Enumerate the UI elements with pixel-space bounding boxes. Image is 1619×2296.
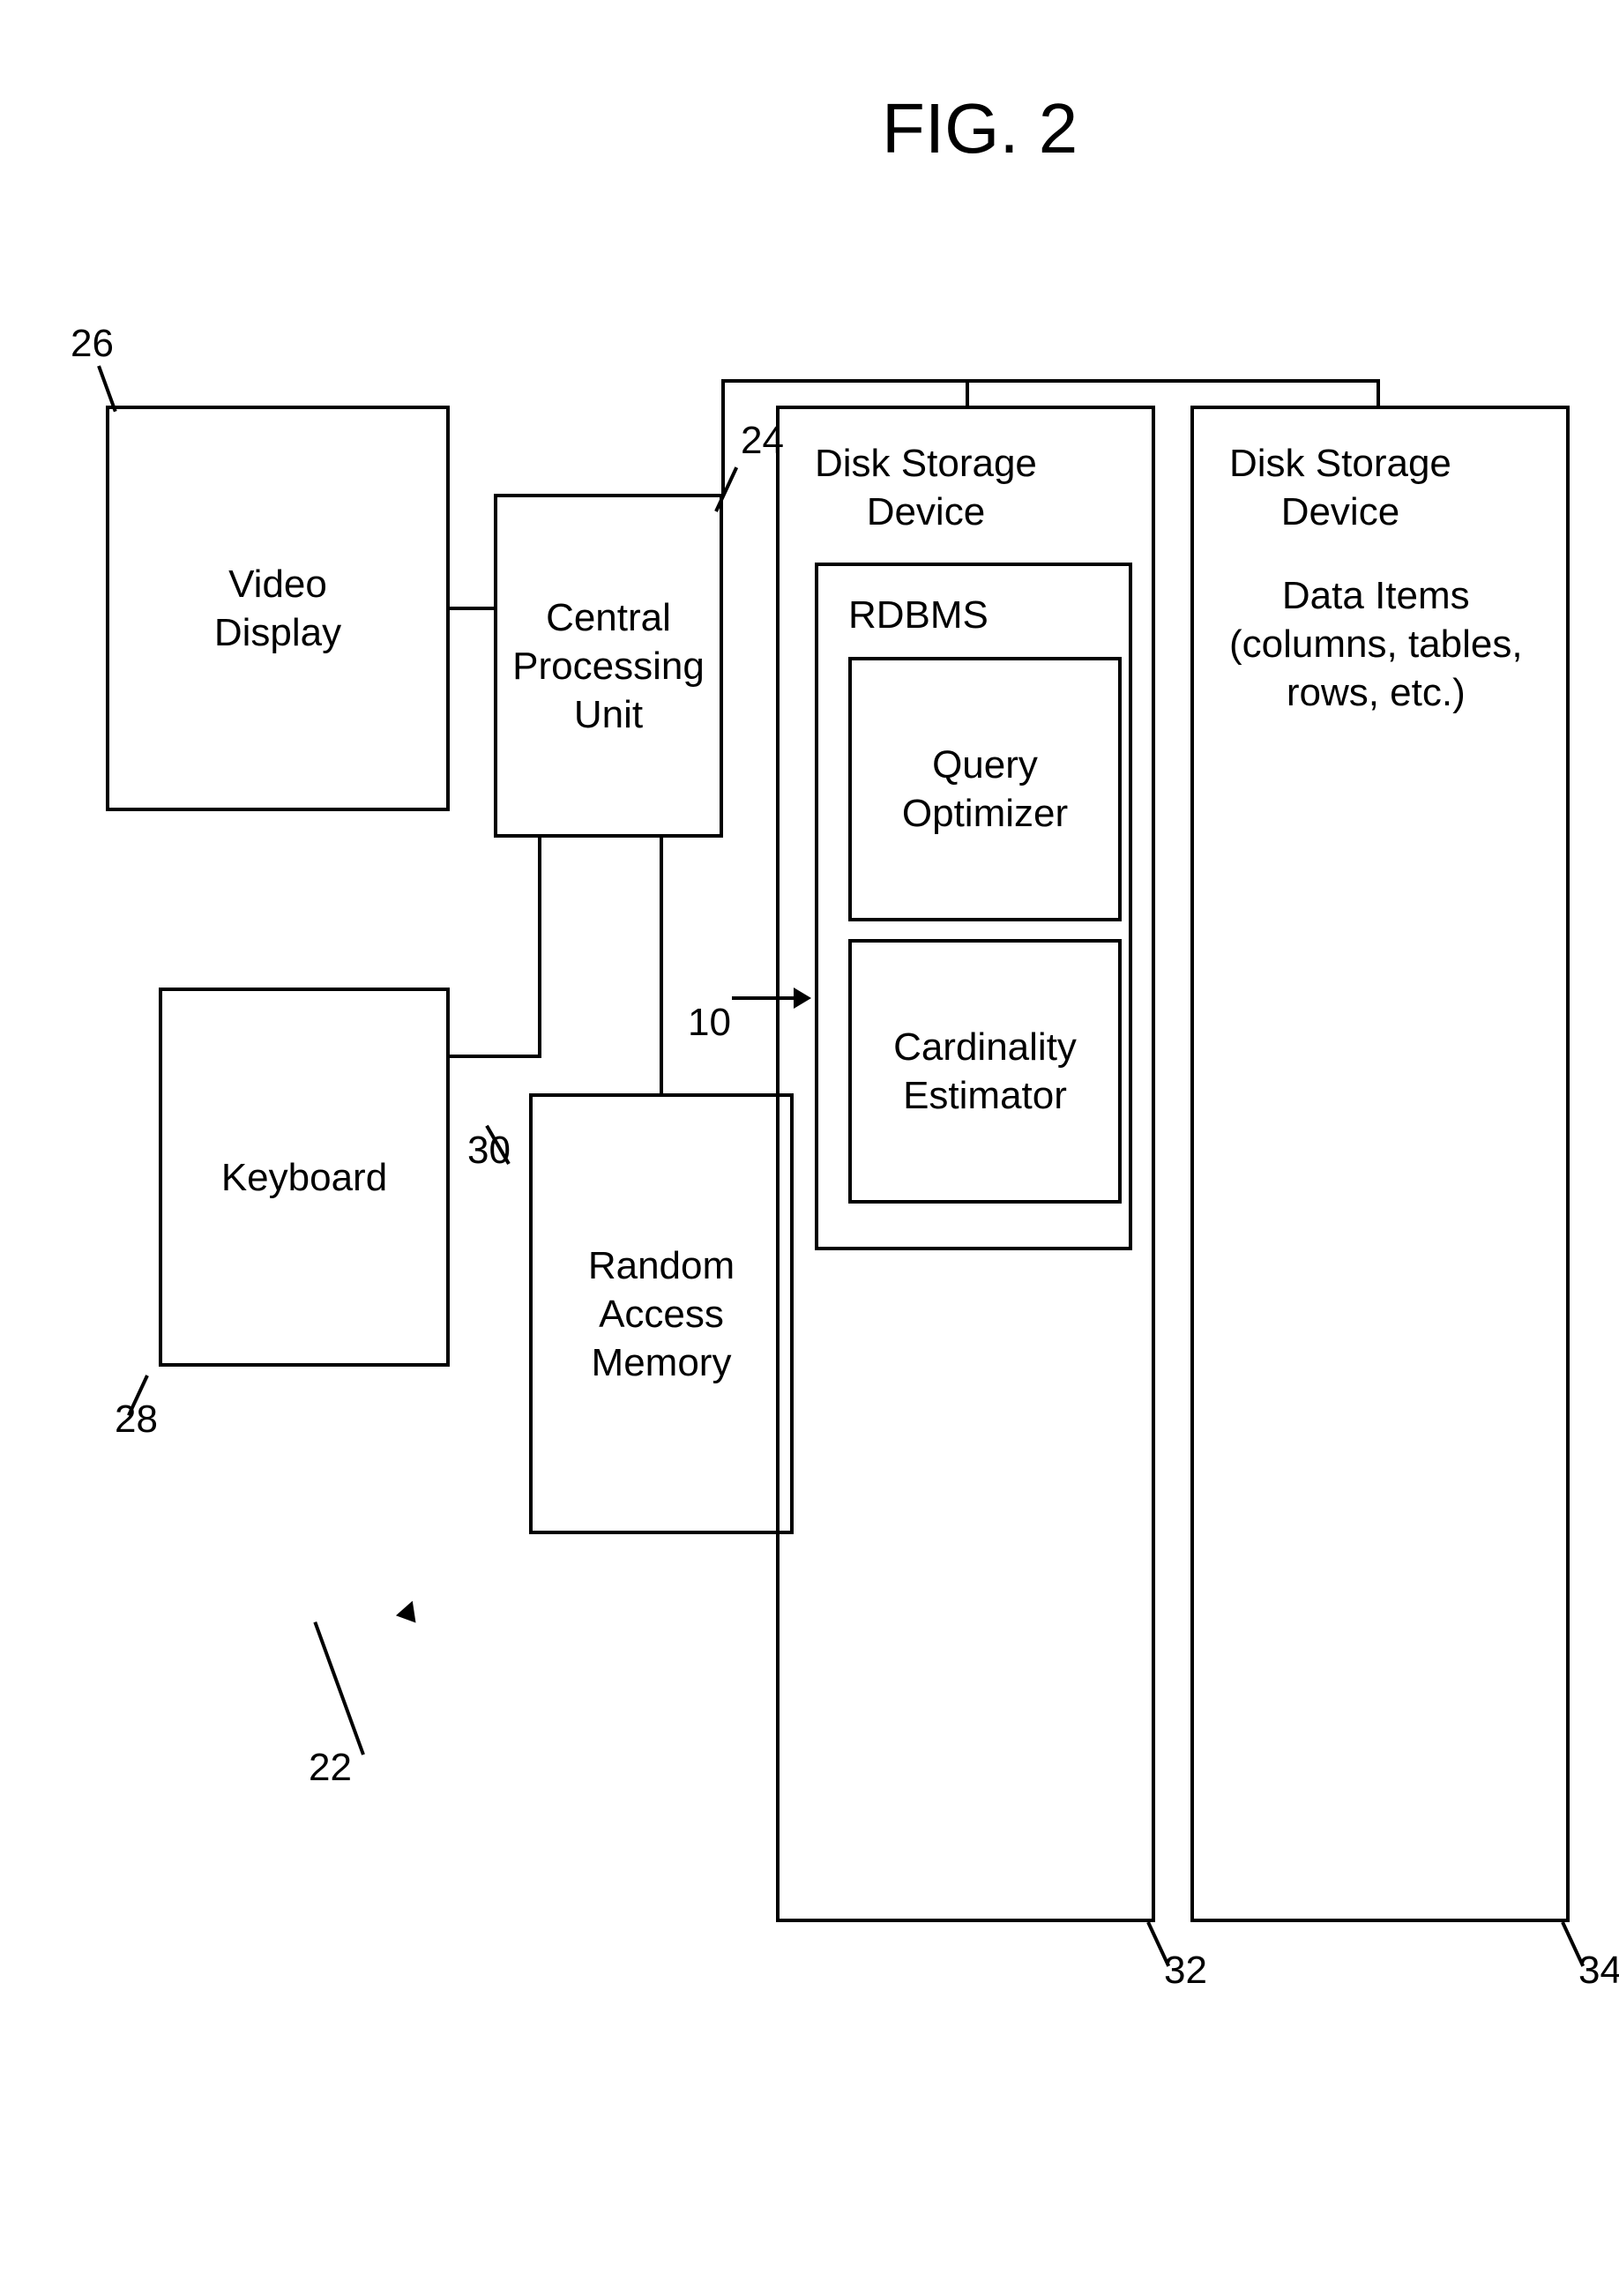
ram-box: Random Access Memory xyxy=(529,1093,794,1534)
leader-24 xyxy=(714,466,738,512)
leader-10 xyxy=(732,996,802,1000)
ref-32: 32 xyxy=(1164,1949,1207,1993)
conn-bus-disk1 xyxy=(966,379,969,406)
query-optimizer-label: Query Optimizer xyxy=(902,741,1068,838)
conn-bus-disk2 xyxy=(1377,379,1380,406)
video-display-box: Video Display xyxy=(106,406,450,811)
cpu-box: Central Processing Unit xyxy=(494,494,723,838)
ref-34: 34 xyxy=(1578,1949,1619,1993)
conn-cpu-ram xyxy=(660,838,663,1093)
leader-32 xyxy=(1146,1921,1170,1967)
cpu-label: Central Processing Unit xyxy=(512,593,705,739)
conn-cpu-kb-v xyxy=(538,838,541,1058)
cardinality-box: Cardinality Estimator xyxy=(848,939,1122,1204)
conn-cpu-kb-h xyxy=(450,1055,541,1058)
figure-title: FIG. 2 xyxy=(882,88,1078,169)
conn-cpu-bus-v xyxy=(721,379,725,496)
data-items-label: Data Items (columns, tables, rows, etc.) xyxy=(1229,571,1523,717)
arrowhead-22 xyxy=(396,1598,422,1623)
query-optimizer-box: Query Optimizer xyxy=(848,657,1122,921)
disk2-box: Disk Storage Device Data Items (columns,… xyxy=(1190,406,1570,1922)
ref-26: 26 xyxy=(71,322,114,366)
video-display-label: Video Display xyxy=(214,560,341,657)
ram-label: Random Access Memory xyxy=(588,1241,735,1387)
diagram-canvas: FIG. 2 Video Display 26 Central Processi… xyxy=(0,0,1619,2296)
rdbms-label: RDBMS xyxy=(848,591,989,639)
keyboard-label: Keyboard xyxy=(221,1153,387,1202)
leader-22 xyxy=(313,1621,364,1756)
disk1-title: Disk Storage Device xyxy=(815,439,1037,536)
disk1-box: Disk Storage Device RDBMS Query Optimize… xyxy=(776,406,1155,1922)
conn-video-cpu xyxy=(450,607,494,610)
leader-34 xyxy=(1561,1921,1585,1967)
ref-30: 30 xyxy=(467,1129,511,1173)
ref-28: 28 xyxy=(115,1398,158,1442)
ref-22: 22 xyxy=(309,1746,352,1790)
cardinality-label: Cardinality Estimator xyxy=(893,1023,1077,1120)
ref-10: 10 xyxy=(688,1001,731,1045)
keyboard-box: Keyboard xyxy=(159,988,450,1367)
arrowhead-10 xyxy=(794,988,811,1009)
disk2-title: Disk Storage Device xyxy=(1229,439,1451,536)
conn-bus-h xyxy=(721,379,1380,383)
rdbms-box: RDBMS Query Optimizer Cardinality Estima… xyxy=(815,563,1132,1250)
